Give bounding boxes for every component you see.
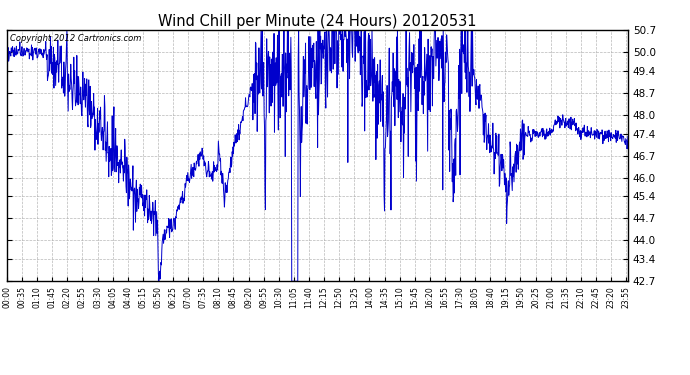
- Text: Copyright 2012 Cartronics.com: Copyright 2012 Cartronics.com: [10, 34, 141, 43]
- Title: Wind Chill per Minute (24 Hours) 20120531: Wind Chill per Minute (24 Hours) 2012053…: [158, 14, 477, 29]
